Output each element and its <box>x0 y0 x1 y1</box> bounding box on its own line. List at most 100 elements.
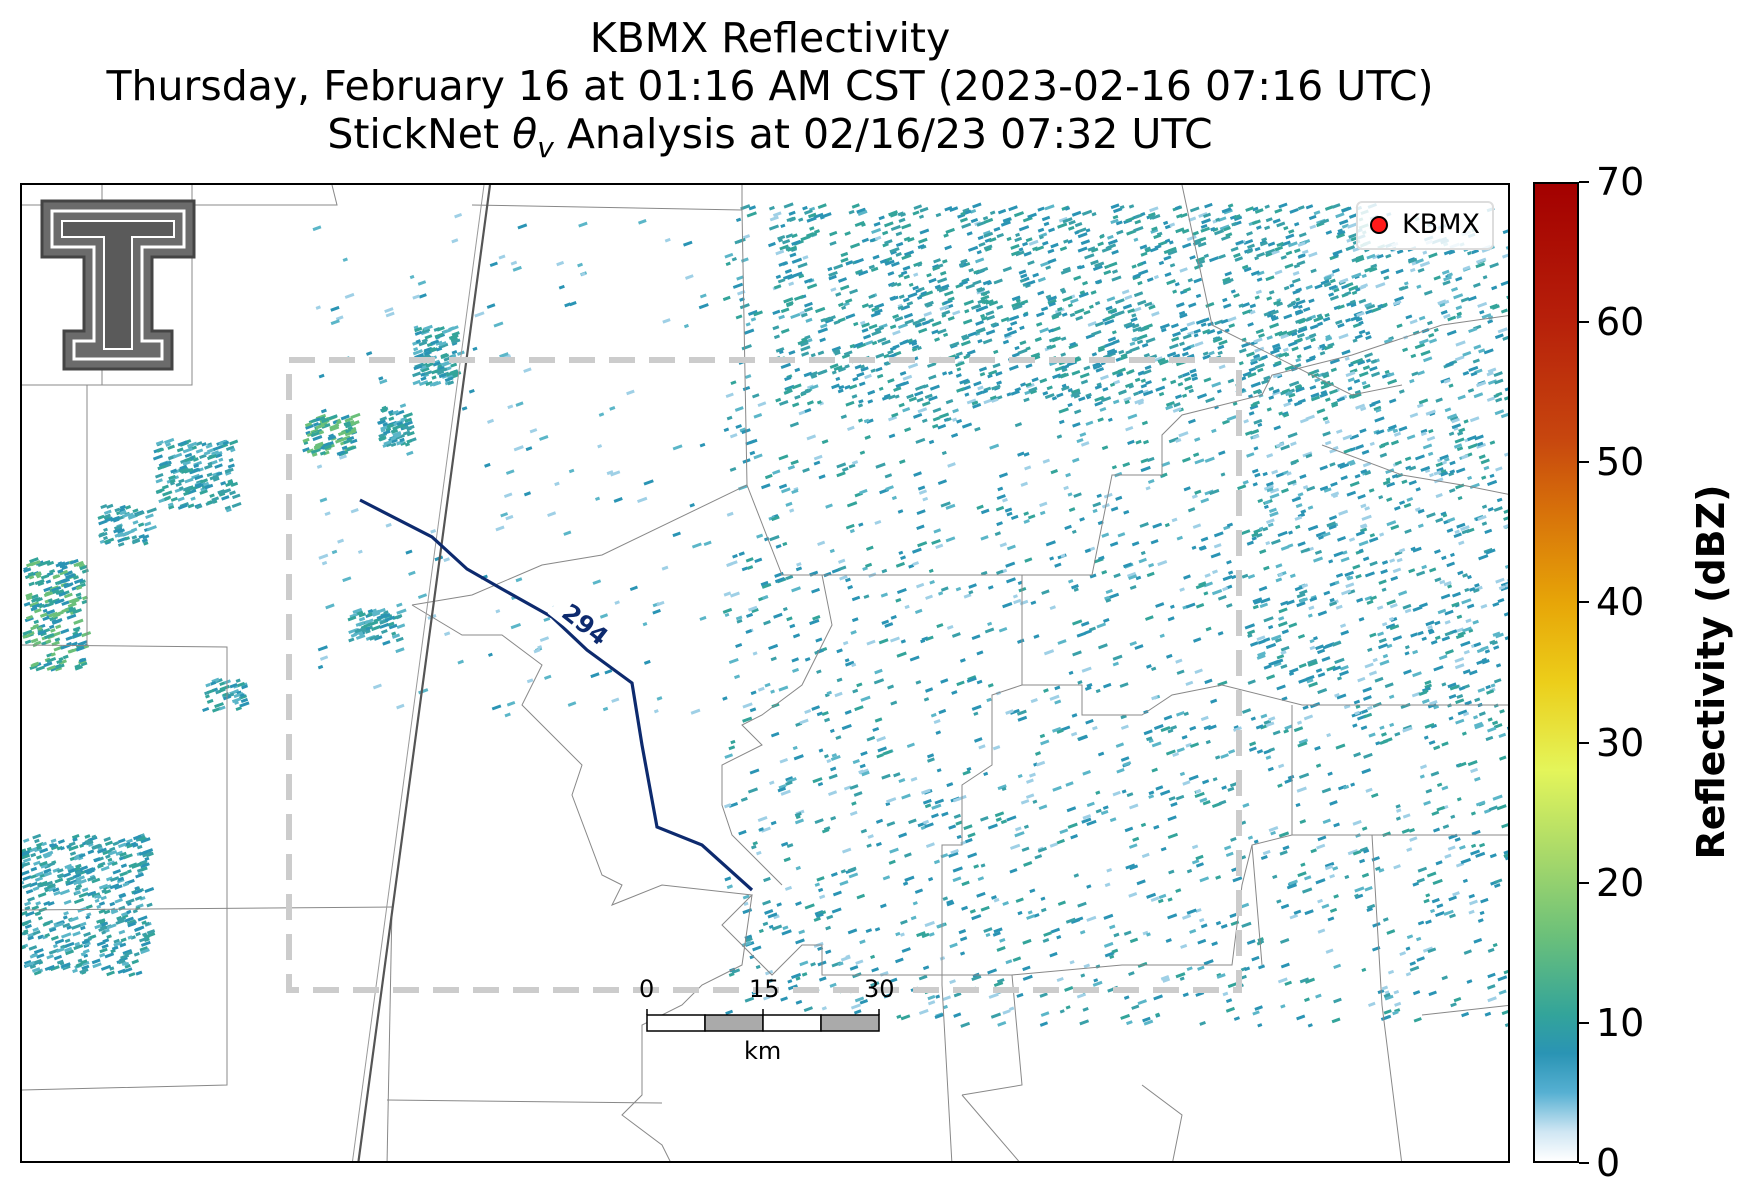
echo-pixel <box>1258 333 1265 339</box>
echo-pixel <box>1332 640 1342 647</box>
echo-pixel <box>916 509 926 516</box>
echo-pixel <box>851 801 857 806</box>
echo-pixel <box>944 244 952 251</box>
echo-pixel <box>55 624 62 630</box>
echo-pixel <box>885 485 894 491</box>
echo-pixel <box>726 415 733 421</box>
echo-pixel <box>404 442 411 447</box>
echo-pixel <box>982 215 989 221</box>
echo-pixel <box>1437 608 1447 615</box>
echo-pixel <box>1379 452 1388 458</box>
echo-pixel <box>1128 204 1135 209</box>
echo-pixel <box>959 378 970 385</box>
echo-pixel <box>1080 441 1090 447</box>
echo-pixel <box>131 862 142 869</box>
echo-pixel <box>218 457 224 462</box>
echo-pixel <box>1047 248 1055 254</box>
echo-pixel <box>1340 556 1350 563</box>
echo-pixel <box>795 865 801 871</box>
echo-pixel <box>1109 954 1115 960</box>
echo-pixel <box>1180 326 1188 333</box>
echo-pixel <box>1364 595 1373 601</box>
echo-pixel <box>370 608 378 614</box>
echo-pixel <box>1439 302 1446 308</box>
radar-map[interactable]: 294 0 15 30 km KBMX <box>20 183 1510 1163</box>
echo-pixel <box>1200 923 1208 929</box>
echo-pixel <box>745 629 753 634</box>
echo-pixel <box>55 589 64 595</box>
echo-pixel <box>1241 341 1251 348</box>
echo-pixel <box>1275 637 1282 643</box>
echo-pixel <box>1204 573 1211 578</box>
echo-pixel <box>37 629 47 636</box>
echo-pixel <box>860 828 868 834</box>
echo-pixel <box>505 514 514 521</box>
echo-pixel <box>1455 276 1463 282</box>
echo-pixel <box>52 612 61 619</box>
echo-pixel <box>1421 564 1428 570</box>
echo-pixel <box>447 374 454 380</box>
echo-pixel <box>996 978 1005 984</box>
echo-pixel <box>1232 401 1238 406</box>
echo-pixel <box>977 385 984 391</box>
echo-pixel <box>46 665 56 671</box>
echo-pixel <box>802 467 810 473</box>
echo-pixel <box>604 669 613 675</box>
echo-pixel <box>1141 342 1149 348</box>
echo-pixel <box>1404 645 1410 650</box>
echo-pixel <box>1329 907 1338 913</box>
echo-pixel <box>1388 694 1395 700</box>
echo-pixel <box>1168 796 1176 802</box>
echo-pixel <box>1473 282 1481 288</box>
echo-pixel <box>1028 386 1038 393</box>
echo-pixel <box>122 967 133 974</box>
echo-pixel <box>117 536 128 543</box>
echo-pixel <box>1437 299 1447 306</box>
echo-pixel <box>824 717 831 723</box>
echo-pixel <box>133 951 140 957</box>
echo-pixel <box>1424 722 1435 729</box>
echo-pixel <box>1414 343 1426 350</box>
county-boundary <box>721 574 833 886</box>
echo-pixel <box>1335 572 1344 578</box>
echo-pixel <box>1289 283 1295 288</box>
echo-pixel <box>1416 936 1422 942</box>
echo-pixel <box>140 948 150 955</box>
echo-pixel <box>1258 585 1268 592</box>
echo-pixel <box>936 922 946 929</box>
echo-pixel <box>737 289 746 296</box>
echo-pixel <box>916 524 925 531</box>
echo-pixel <box>1119 355 1128 361</box>
echo-pixel <box>845 577 851 583</box>
echo-pixel <box>1369 560 1378 567</box>
echo-pixel <box>819 894 826 900</box>
echo-pixel <box>924 803 932 809</box>
echo-pixel <box>385 522 392 528</box>
echo-pixel <box>995 817 1002 822</box>
echo-pixel <box>778 784 787 790</box>
echo-pixel <box>900 1014 911 1021</box>
echo-pixel <box>1253 418 1263 425</box>
echo-pixel <box>62 654 69 660</box>
echo-pixel <box>54 580 62 586</box>
echo-pixel <box>127 512 134 518</box>
echo-pixel <box>910 776 918 782</box>
echo-pixel <box>124 505 132 510</box>
echo-pixel <box>699 442 706 448</box>
echo-pixel <box>1448 693 1457 700</box>
echo-pixel <box>1186 908 1197 915</box>
echo-pixel <box>1297 304 1303 309</box>
echo-pixel <box>699 615 707 621</box>
echo-pixel <box>59 569 69 576</box>
echo-pixel <box>896 587 907 595</box>
echo-pixel <box>141 538 148 543</box>
echo-pixel <box>959 658 966 663</box>
echo-pixel <box>1046 344 1052 350</box>
echo-pixel <box>1049 842 1058 848</box>
echo-pixel <box>895 252 902 257</box>
echo-pixel <box>1178 310 1186 316</box>
echo-pixel <box>120 530 131 537</box>
echo-pixel <box>848 463 856 469</box>
echo-pixel <box>779 244 789 251</box>
echo-pixel <box>94 898 100 903</box>
